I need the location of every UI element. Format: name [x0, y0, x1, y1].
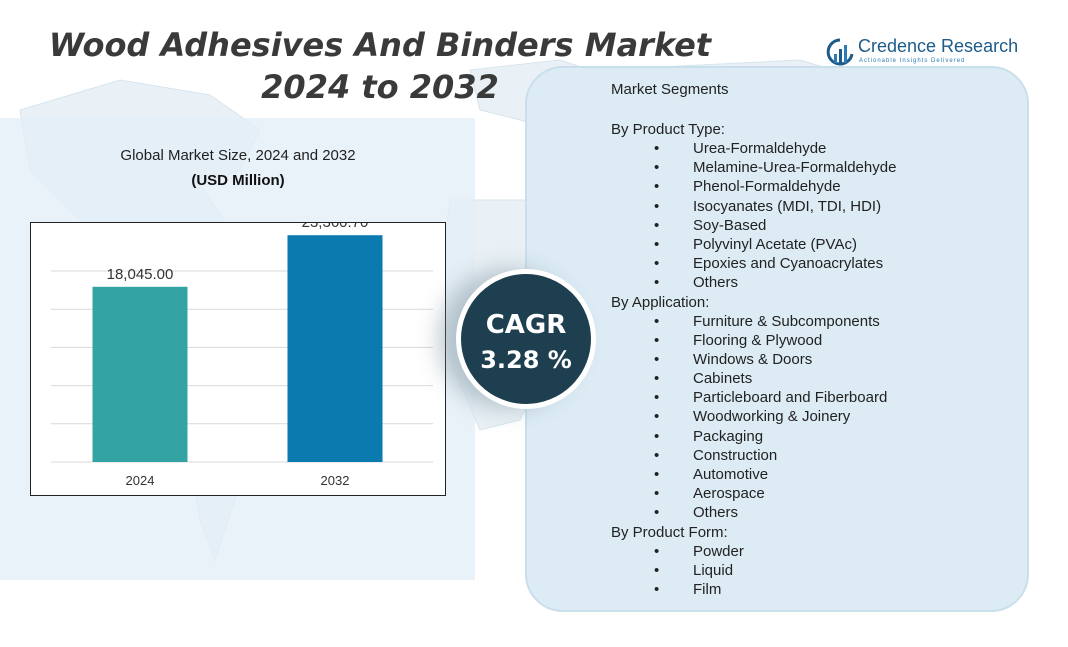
bullet-icon: • — [654, 427, 660, 445]
x-tick-label: 2032 — [321, 473, 350, 488]
x-tick-label: 2024 — [126, 473, 155, 488]
segment-group-heading: By Product Type: — [611, 121, 725, 138]
segment-item-label: Liquid — [693, 561, 734, 579]
bullet-icon: • — [654, 485, 660, 503]
segment-item-label: Particleboard and Fiberboard — [693, 389, 888, 407]
segment-list-item: • Others — [611, 273, 1011, 292]
bullet-icon: • — [654, 235, 660, 253]
segment-item-label: Woodworking & Joinery — [693, 408, 851, 426]
segment-item-label: Flooring & Plywood — [693, 331, 823, 349]
segment-item-label: Cabinets — [693, 370, 753, 388]
segments-title: Market Segments — [611, 81, 729, 98]
segment-list-item: • Isocyanates (MDI, TDI, HDI) — [611, 197, 1011, 216]
bullet-icon: • — [654, 466, 660, 483]
bullet-icon: • — [654, 159, 660, 177]
bullet-icon: • — [654, 350, 660, 368]
segment-item-label: Packaging — [693, 427, 764, 445]
segment-list-item: • Melamine-Urea-Formaldehyde — [611, 158, 1011, 177]
chart-heading: Global Market Size, 2024 and 2032 — [120, 147, 356, 164]
segment-list-item: • Particleboard and Fiberboard — [611, 388, 1011, 407]
segment-item-label: Urea-Formaldehyde — [693, 140, 827, 157]
bar-chart: 18,045.00 2024 23,360.70 2032 — [51, 214, 433, 488]
segment-list-item: • Construction — [611, 446, 1011, 465]
segment-list-item: • Film — [611, 580, 1011, 599]
bullet-icon: • — [654, 312, 660, 330]
bullet-icon: • — [654, 561, 660, 579]
title-line-2: 2024 to 2032 — [261, 68, 499, 106]
segment-list-item: • Others — [611, 503, 1011, 522]
logo-name: Credence Research — [858, 36, 1019, 56]
logo-tagline: Actionable Insights Delivered — [859, 58, 966, 64]
segment-list-item: • Aerospace — [611, 484, 1011, 503]
bullet-icon: • — [654, 446, 660, 464]
segment-list-item: • Automotive — [611, 465, 1011, 484]
title-line-1: Wood Adhesives And Binders Market — [48, 26, 712, 64]
segment-item-label: Melamine-Urea-Formaldehyde — [693, 159, 897, 177]
segment-list-item: • Liquid — [611, 561, 1011, 580]
logo-icon — [826, 38, 854, 66]
segment-item-label: Powder — [693, 542, 744, 560]
bullet-icon: • — [654, 370, 660, 388]
segment-list-item: • Cabinets — [611, 369, 1011, 388]
bar-value-label: 23,360.70 — [302, 223, 369, 231]
bar-chart-frame: 18,045.00 2024 23,360.70 2032 — [30, 214, 446, 496]
segment-item-label: Polyvinyl Acetate (PVAc) — [693, 235, 857, 253]
segment-item-label: Epoxies and Cyanoacrylates — [693, 255, 884, 273]
bar-2032 — [287, 235, 383, 462]
chart-unit: (USD Million) — [191, 172, 285, 189]
bar-value-label: 18,045.00 — [107, 266, 174, 283]
segment-list-item: • Windows & Doors — [611, 350, 1011, 369]
segment-list-item: • Urea-Formaldehyde — [611, 139, 1011, 158]
segment-item-label: Automotive — [693, 466, 769, 483]
segment-list-item: • Furniture & Subcomponents — [611, 312, 1011, 331]
bullet-icon: • — [654, 178, 660, 196]
segments-list: By Product Type: • Urea-Formaldehyde • Melam… — [611, 120, 1011, 599]
bullet-icon: • — [654, 197, 660, 215]
bullet-icon: • — [654, 504, 660, 522]
bar-2024 — [92, 286, 188, 462]
segment-list-item: • Powder — [611, 542, 1011, 561]
bullet-icon: • — [654, 580, 660, 598]
page-title: Wood Adhesives And Binders Market 2024 t… — [40, 24, 720, 108]
bullet-icon: • — [654, 274, 660, 292]
segment-list-item: • Packaging — [611, 427, 1011, 446]
segment-group-heading: By Product Form: — [611, 523, 728, 541]
segment-item-label: Isocyanates (MDI, TDI, HDI) — [693, 197, 882, 215]
segment-group-heading: By Application: — [611, 293, 710, 311]
segment-item-label: Others — [693, 274, 739, 292]
segment-list-item: • Flooring & Plywood — [611, 331, 1011, 350]
cagr-label: CAGR — [485, 310, 567, 340]
bullet-icon: • — [654, 216, 660, 234]
bullet-icon: • — [654, 331, 660, 349]
segment-item-label: Film — [693, 580, 722, 598]
segment-list-item: • Epoxies and Cyanoacrylates — [611, 254, 1011, 273]
segment-item-label: Aerospace — [693, 485, 765, 503]
bullet-icon: • — [654, 542, 660, 560]
credence-research-logo: Credence Research Actionable Insights De… — [826, 36, 1019, 70]
bullet-icon: • — [654, 389, 660, 407]
segment-item-label: Others — [693, 504, 739, 522]
segment-list-item: • Polyvinyl Acetate (PVAc) — [611, 235, 1011, 254]
bullet-icon: • — [654, 408, 660, 426]
market-segments-panel — [525, 66, 1029, 612]
segment-item-label: Windows & Doors — [693, 350, 813, 368]
bullet-icon: • — [654, 140, 660, 157]
segment-list-item: • Soy-Based — [611, 216, 1011, 235]
segment-item-label: Furniture & Subcomponents — [693, 312, 880, 330]
segment-item-label: Phenol-Formaldehyde — [693, 178, 841, 196]
segment-list-item: • Woodworking & Joinery — [611, 407, 1011, 426]
bullet-icon: • — [654, 255, 660, 273]
cagr-badge: CAGR 3.28 % — [456, 269, 596, 409]
segment-item-label: Construction — [693, 446, 778, 464]
segment-list-item: • Phenol-Formaldehyde — [611, 177, 1011, 196]
cagr-value: 3.28 % — [480, 346, 572, 374]
segment-item-label: Soy-Based — [693, 216, 767, 234]
